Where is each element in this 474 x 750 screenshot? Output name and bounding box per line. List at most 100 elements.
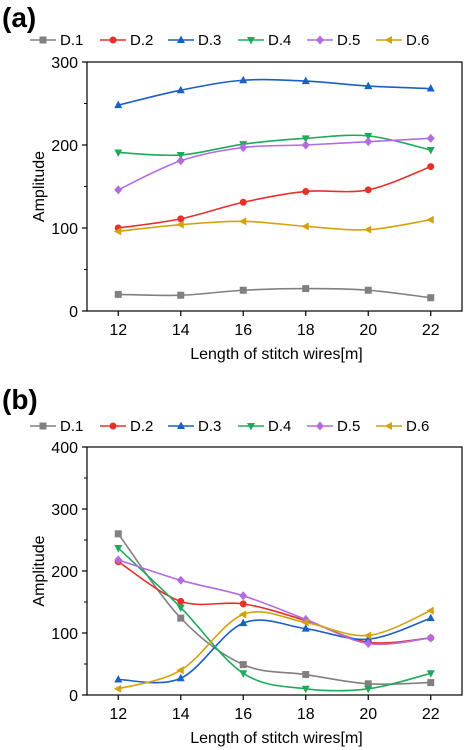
data-point-D.5 — [364, 137, 373, 147]
data-point-D.3 — [301, 624, 310, 632]
legend-label-D.1: D.1 — [60, 418, 83, 435]
series-line-D.3 — [118, 78, 431, 106]
legend-label-D.3: D.3 — [198, 418, 221, 435]
x-tick-label: 22 — [422, 322, 440, 339]
y-tick-label: 0 — [69, 688, 78, 705]
data-point-D.3 — [426, 613, 435, 622]
data-point-D.1 — [177, 614, 185, 622]
legend-marker-D.2 — [109, 36, 117, 44]
legend-label-D.3: D.3 — [198, 32, 221, 49]
data-point-D.6 — [176, 220, 184, 229]
legend-marker-D.6 — [384, 36, 392, 44]
legend-label-D.1: D.1 — [60, 32, 83, 49]
panel-label: (b) — [2, 384, 38, 415]
legend-marker-D.1 — [39, 422, 47, 430]
chart-panel-2: (b) 12 14 16 18 20 22 0 100 200 300 400 Length of st… — [2, 384, 463, 747]
legend-label-D.6: D.6 — [406, 418, 429, 435]
y-tick-label: 200 — [51, 138, 78, 155]
data-point-D.2 — [177, 215, 185, 223]
series-line-D.1 — [118, 287, 431, 299]
series-line-D.3 — [118, 617, 432, 684]
legend-marker-D.4 — [247, 37, 255, 45]
data-point-D.5 — [426, 633, 435, 643]
y-tick-label: 200 — [51, 564, 78, 581]
legend-marker-D.4 — [247, 423, 255, 431]
x-tick-label: 20 — [359, 706, 377, 723]
y-tick-label: 300 — [51, 502, 78, 519]
y-axis-label: Amplitude — [31, 535, 48, 606]
data-point-D.4 — [301, 685, 310, 694]
data-point-D.1 — [177, 291, 185, 299]
data-point-D.1 — [427, 294, 435, 302]
legend-label-D.6: D.6 — [406, 32, 429, 49]
x-tick-label: 16 — [234, 322, 252, 339]
data-point-D.2 — [302, 187, 310, 195]
data-point-D.5 — [426, 133, 435, 143]
x-tick-label: 22 — [422, 706, 440, 723]
legend-marker-D.5 — [316, 35, 324, 45]
data-point-D.4 — [364, 685, 373, 694]
x-tick-label: 12 — [109, 322, 127, 339]
data-point-D.2 — [427, 163, 435, 171]
y-tick-label: 100 — [51, 221, 78, 238]
y-tick-label: 400 — [51, 440, 78, 457]
series-line-D.6 — [118, 218, 431, 233]
panel-label: (a) — [2, 2, 36, 33]
data-point-D.4 — [176, 604, 185, 613]
legend-label-D.5: D.5 — [337, 32, 360, 49]
x-axis-label: Length of stitch wires[m] — [190, 730, 363, 747]
data-point-D.5 — [301, 140, 310, 150]
data-point-D.4 — [301, 135, 310, 143]
data-point-D.2 — [364, 186, 372, 194]
data-point-D.5 — [176, 575, 185, 585]
data-point-D.2 — [239, 600, 247, 608]
data-point-D.3 — [114, 675, 123, 683]
data-point-D.6 — [113, 684, 122, 693]
data-point-D.4 — [114, 149, 123, 157]
y-tick-label: 100 — [51, 626, 78, 643]
x-tick-label: 12 — [109, 706, 127, 723]
y-axis-label: Amplitude — [31, 151, 48, 222]
legend-marker-D.3 — [177, 35, 185, 43]
data-point-D.5 — [114, 185, 123, 195]
data-point-D.3 — [239, 75, 248, 84]
data-point-D.1 — [239, 661, 247, 669]
data-point-D.6 — [238, 217, 247, 226]
x-axis-label: Length of stitch wires[m] — [190, 346, 363, 363]
data-point-D.6 — [113, 227, 122, 236]
data-point-D.4 — [426, 670, 435, 678]
data-point-D.2 — [239, 198, 247, 206]
series-line-D.4 — [118, 134, 431, 157]
chart-panel-1: (a) 12 14 16 18 20 22 0 100 200 300 Length of stitc… — [2, 2, 463, 363]
series-line-D.5 — [117, 137, 431, 191]
legend-label-D.2: D.2 — [130, 418, 153, 435]
legend-marker-D.1 — [39, 36, 47, 44]
data-point-D.1 — [302, 671, 310, 679]
legend-marker-D.6 — [384, 422, 392, 430]
data-point-D.3 — [114, 100, 123, 109]
data-point-D.5 — [239, 591, 248, 601]
legend-label-D.5: D.5 — [337, 418, 360, 435]
data-point-D.3 — [364, 634, 373, 643]
data-point-D.6 — [238, 610, 247, 619]
data-point-D.3 — [426, 84, 435, 92]
x-tick-label: 18 — [297, 706, 315, 723]
data-point-D.1 — [364, 680, 372, 688]
legend-label-D.2: D.2 — [130, 32, 153, 49]
data-point-D.1 — [114, 530, 122, 538]
series-line-D.6 — [118, 609, 432, 690]
y-tick-label: 0 — [69, 304, 78, 321]
data-point-D.1 — [114, 290, 122, 298]
x-tick-label: 16 — [234, 706, 252, 723]
data-point-D.3 — [176, 673, 185, 682]
data-point-D.4 — [426, 146, 435, 155]
y-tick-label: 300 — [51, 55, 78, 72]
data-point-D.4 — [176, 151, 185, 160]
legend-marker-D.3 — [177, 421, 185, 429]
data-point-D.5 — [364, 639, 373, 649]
legend-label-D.4: D.4 — [268, 32, 291, 49]
data-point-D.3 — [176, 85, 185, 94]
data-point-D.6 — [176, 666, 184, 675]
data-point-D.3 — [239, 618, 248, 627]
data-point-D.4 — [364, 132, 373, 141]
